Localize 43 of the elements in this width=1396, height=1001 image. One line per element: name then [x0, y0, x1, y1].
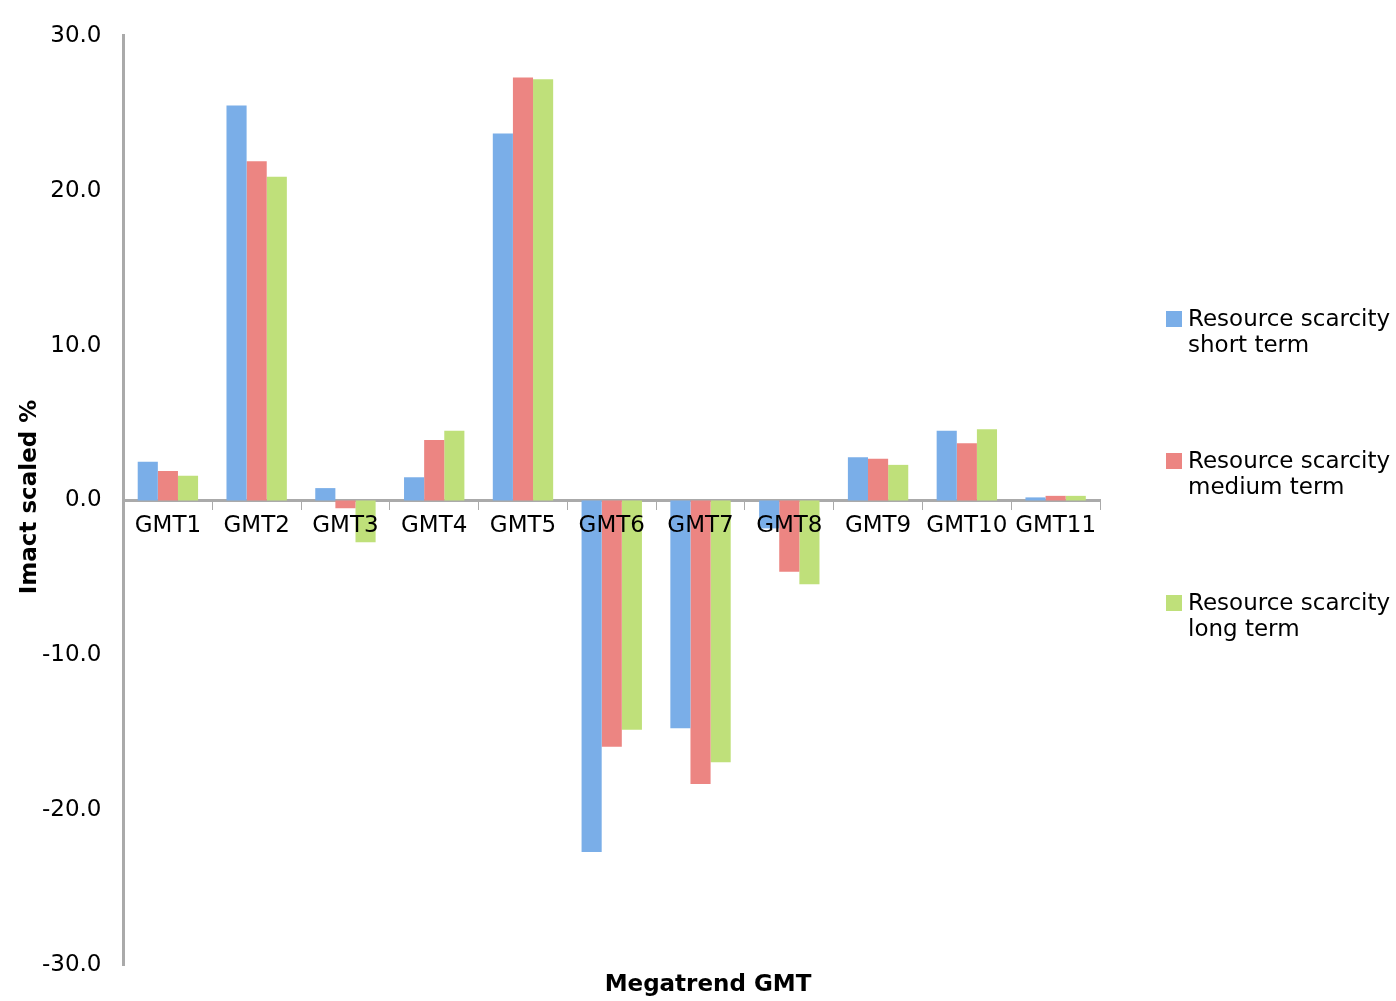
bar	[404, 477, 425, 501]
bar	[1025, 497, 1046, 501]
legend-label: Resource scarcity medium term	[1188, 447, 1392, 499]
y-tick-label: -30.0	[41, 950, 102, 977]
x-axis-title: Megatrend GMT	[603, 970, 813, 996]
x-tick-label: GMT10	[926, 510, 1008, 537]
bar	[226, 105, 247, 501]
bar	[177, 475, 199, 501]
y-tick-label: -20.0	[41, 795, 102, 822]
x-tick-label: GMT5	[489, 510, 557, 537]
x-tick-label: GMT3	[312, 510, 379, 537]
bar	[157, 471, 178, 501]
bar	[1045, 495, 1066, 501]
y-tick-label: 10.0	[50, 330, 102, 357]
bar	[335, 500, 356, 509]
y-tick-label: 20.0	[50, 175, 102, 202]
bar	[956, 443, 977, 501]
bar	[888, 464, 909, 501]
bar	[868, 458, 889, 501]
x-tick-label: GMT9	[844, 510, 912, 537]
bar	[533, 79, 554, 501]
bar	[137, 461, 158, 501]
legend-label: Resource scarcity short term	[1188, 305, 1392, 357]
x-tick-label: GMT2	[223, 510, 290, 537]
y-tick-label: 30.0	[50, 20, 102, 47]
bar	[936, 430, 957, 501]
bar	[1065, 495, 1086, 501]
bar	[315, 488, 336, 501]
bar	[444, 430, 465, 501]
y-tick-label: -10.0	[41, 640, 102, 667]
y-tick-label: 0.0	[64, 485, 102, 512]
bar	[266, 176, 287, 501]
x-tick-label: GMT1	[134, 510, 202, 537]
bar	[847, 457, 869, 501]
bar	[246, 161, 267, 501]
x-tick-label: GMT4	[401, 510, 468, 537]
y-axis-title: Imact scaled %	[15, 399, 41, 595]
bar	[492, 133, 513, 501]
legend-label: Resource scarcity long term	[1188, 589, 1392, 641]
bar	[512, 77, 534, 501]
bar	[424, 440, 445, 501]
bar	[976, 429, 998, 501]
x-tick-label: GMT11	[1015, 510, 1097, 537]
